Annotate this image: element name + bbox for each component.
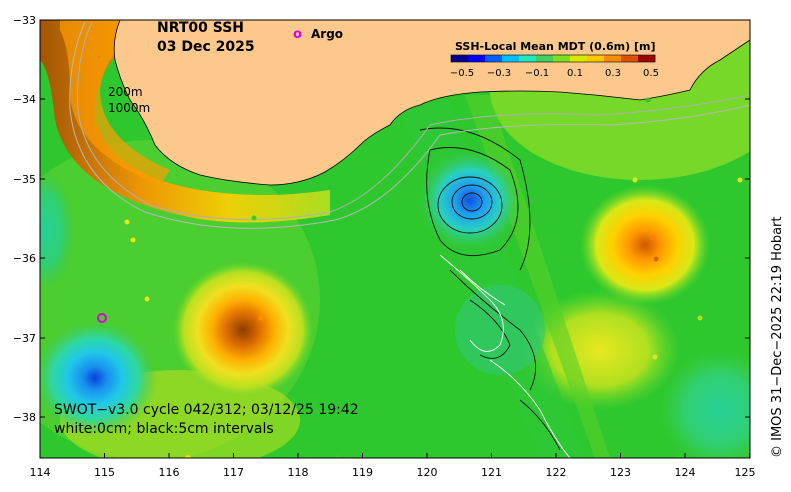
colorbar-cell (570, 55, 588, 62)
leeuwin-current-core (60, 20, 170, 185)
float-marker (335, 455, 341, 458)
float-marker (144, 296, 150, 302)
x-tick-label: 125 (735, 466, 756, 479)
ssh-teal-patch-southeast (660, 350, 750, 458)
argo-floats (97, 97, 743, 458)
float-marker (124, 219, 130, 225)
colorbar-cell (451, 55, 469, 62)
float-marker (645, 97, 651, 103)
colorbar-cell (553, 55, 571, 62)
x-tick-label: 114 (30, 466, 51, 479)
colorbar-cell (587, 55, 605, 62)
float-marker (258, 315, 264, 321)
float-marker (632, 177, 638, 183)
ssh-teal-patch-west (40, 170, 75, 290)
float-marker (650, 235, 656, 241)
y-tick-label: −35 (13, 173, 36, 186)
colorbar-cell (519, 55, 537, 62)
map-title: NRT00 SSH (157, 20, 244, 36)
colorbar-cell (536, 55, 554, 62)
cold-eddy-southwest (40, 320, 157, 436)
argo-legend-label: Argo (311, 27, 343, 41)
plot-frame (39, 19, 751, 459)
x-tick-label: 121 (481, 466, 502, 479)
y-tick-label: −33 (13, 14, 36, 27)
float-marker (130, 237, 136, 243)
y-tick-label: −38 (13, 411, 36, 424)
x-tick-label: 120 (417, 466, 438, 479)
warm-eddy-central (173, 262, 313, 398)
colorbar-tick: 0.5 (643, 68, 659, 79)
x-tick-label: 119 (352, 466, 373, 479)
x-tick-label: 122 (546, 466, 567, 479)
swot-info: SWOT−v3.0 cycle 042/312; 03/12/25 19:42 (54, 402, 359, 418)
x-tick-label: 116 (159, 466, 180, 479)
colorbar-tick: 0.1 (567, 68, 583, 79)
plot-area (40, 20, 750, 458)
argo-float (97, 313, 107, 323)
float-marker (737, 177, 743, 183)
colorbar-scale (451, 55, 656, 62)
x-tick-label: 117 (223, 466, 244, 479)
float-marker (251, 215, 257, 221)
float-marker (185, 455, 191, 458)
swot-black-contours (419, 127, 561, 451)
colorbar-title: SSH-Local Mean MDT (0.6m) [m] (455, 40, 655, 53)
map-date: 03 Dec 2025 (157, 39, 255, 55)
isobath-label-1000: 1000m (108, 101, 150, 115)
colorbar: SSH-Local Mean MDT (0.6m) [m] −0.5 −0.3 … (450, 40, 659, 79)
float-marker (697, 315, 703, 321)
colorbar-cell (468, 55, 486, 62)
colorbar-cell (502, 55, 520, 62)
colorbar-cell (638, 55, 656, 62)
colorbar-tick: 0.3 (605, 68, 621, 79)
x-axis: 114 115 116 117 118 119 120 121 122 123 … (30, 453, 756, 479)
colorbar-cell (604, 55, 622, 62)
swot-cold-eddy (418, 150, 522, 250)
swot-contour-legend: white:0cm; black:5cm intervals (54, 421, 274, 437)
swot-white-contours (439, 254, 571, 458)
x-tick-label: 123 (610, 466, 631, 479)
y-tick-label: −34 (13, 93, 36, 106)
isobath-200m (77, 21, 750, 221)
swot-swath (400, 95, 610, 458)
x-tick-label: 115 (94, 466, 115, 479)
argo-legend-marker: o (293, 27, 302, 42)
y-axis: −33 −34 −35 −36 −37 −38 (13, 14, 750, 424)
y-tick-label: −36 (13, 252, 36, 265)
float-marker (551, 455, 557, 458)
leeuwin-current (40, 20, 330, 223)
warm-eddy-east (580, 185, 710, 305)
credit-text: © IMOS 31−Dec−2025 22:19 Hobart (770, 217, 785, 458)
isobath-label-200: 200m (108, 85, 143, 99)
colorbar-cell (621, 55, 639, 62)
colorbar-tick: −0.1 (525, 68, 549, 79)
x-tick-label: 124 (675, 466, 696, 479)
colorbar-tick: −0.3 (487, 68, 511, 79)
float-marker (677, 455, 683, 458)
colorbar-cell (485, 55, 503, 62)
colorbar-tick: −0.5 (450, 68, 474, 79)
isobath-1000m (69, 21, 750, 229)
float-marker (653, 256, 659, 262)
x-tick-label: 118 (288, 466, 309, 479)
float-marker (652, 354, 658, 360)
y-tick-label: −37 (13, 332, 36, 345)
